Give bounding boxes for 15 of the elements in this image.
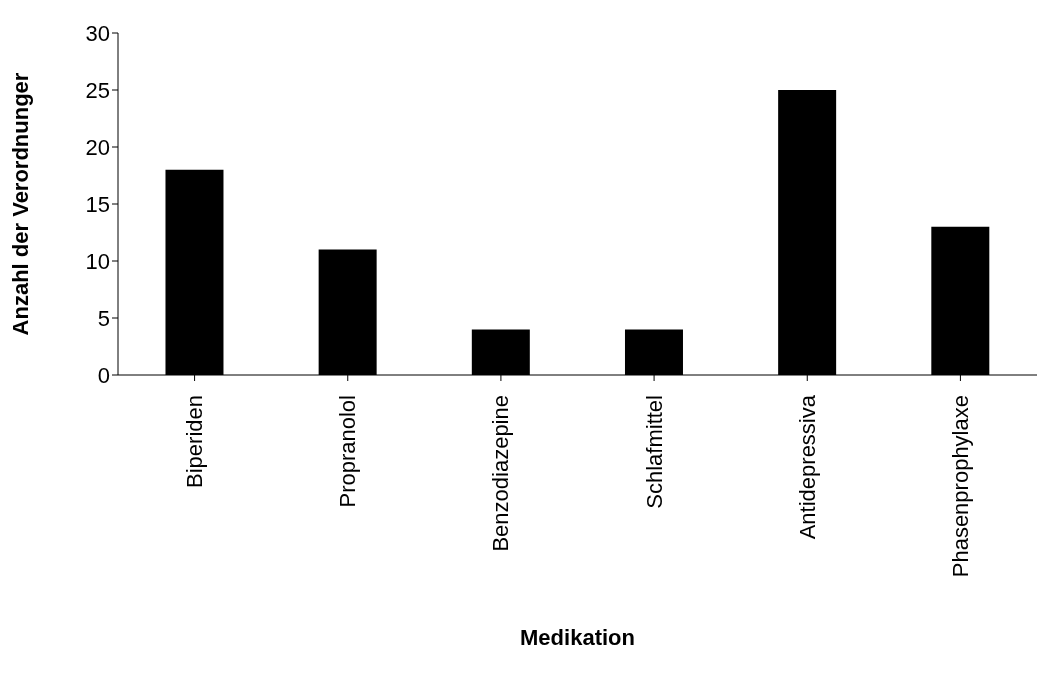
x-tick-label: Biperiden	[182, 395, 208, 488]
x-tick-label: Benzodiazepine	[488, 395, 514, 552]
y-tick-label: 0	[97, 362, 110, 388]
y-tick-label: 30	[85, 20, 110, 46]
y-tick-label: 5	[97, 305, 110, 331]
y-tick-label: 25	[85, 77, 110, 103]
x-tick-label: Phasenprophylaxe	[947, 395, 973, 578]
y-tick-label: 20	[85, 134, 110, 160]
y-tick-label: 15	[85, 191, 110, 217]
y-axis-title: Anzahl der Verordnunger	[7, 72, 33, 336]
x-tick-label: Propranolol	[335, 395, 361, 508]
y-tick-label: 10	[85, 248, 110, 274]
x-tick-label: Schlafmittel	[641, 395, 667, 509]
x-axis-title: Medikation	[520, 625, 635, 650]
x-tick-label: Antidepressiva	[794, 394, 820, 540]
